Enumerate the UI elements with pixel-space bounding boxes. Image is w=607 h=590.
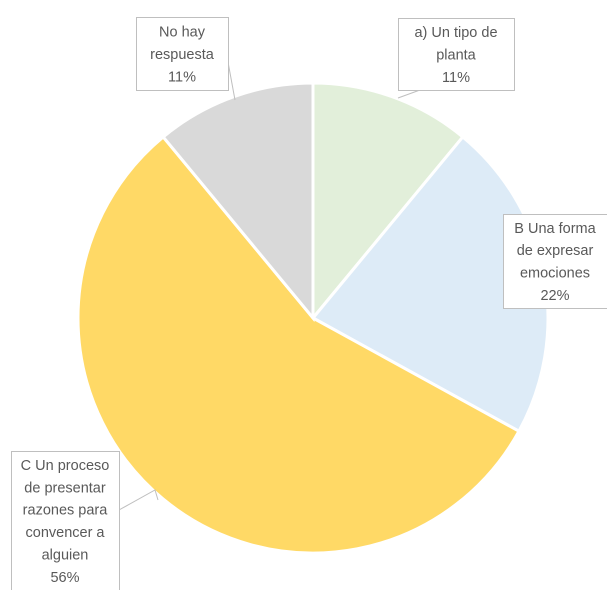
data-label-line-2-3: convencer a — [26, 525, 106, 541]
pie-slice-0 — [311, 81, 465, 323]
data-label-box-2 — [11, 451, 120, 590]
data-label-box-3 — [136, 17, 229, 91]
data-label-line-1-0: B Una forma — [514, 221, 596, 237]
data-label-line-3-2: 11% — [168, 69, 196, 85]
data-label-line-1-3: 22% — [540, 288, 569, 304]
pie-slice-3 — [161, 81, 315, 323]
data-label-line-3-0: No hay — [159, 25, 206, 41]
leader-line-3 — [227, 61, 236, 101]
data-label-line-1-1: de expresar — [517, 243, 594, 259]
pie-slice-2 — [76, 134, 521, 555]
leader-lines — [118, 61, 421, 511]
data-label-line-2-4: alguien — [42, 548, 89, 564]
data-label-line-0-1: planta — [436, 47, 476, 63]
leader-line-0 — [397, 89, 421, 99]
data-labels: a) Un tipo de planta 11% B Una forma de expr… — [11, 17, 607, 590]
pie-slices — [76, 81, 550, 555]
leader-line-2 — [118, 489, 159, 511]
data-label-line-2-5: 56% — [50, 570, 79, 586]
data-label-line-2-2: razones para — [23, 503, 109, 519]
data-label-box-1 — [503, 214, 607, 309]
data-label-line-2-1: de presentar — [24, 480, 106, 496]
data-label-box-0 — [398, 18, 515, 91]
data-label-line-0-0: a) Un tipo de — [414, 25, 497, 41]
data-label-line-1-2: emociones — [520, 266, 590, 282]
data-label-line-3-1: respuesta — [150, 47, 215, 63]
data-label-line-0-2: 11% — [442, 70, 470, 86]
data-label-line-2-0: C Un proceso — [21, 458, 110, 474]
